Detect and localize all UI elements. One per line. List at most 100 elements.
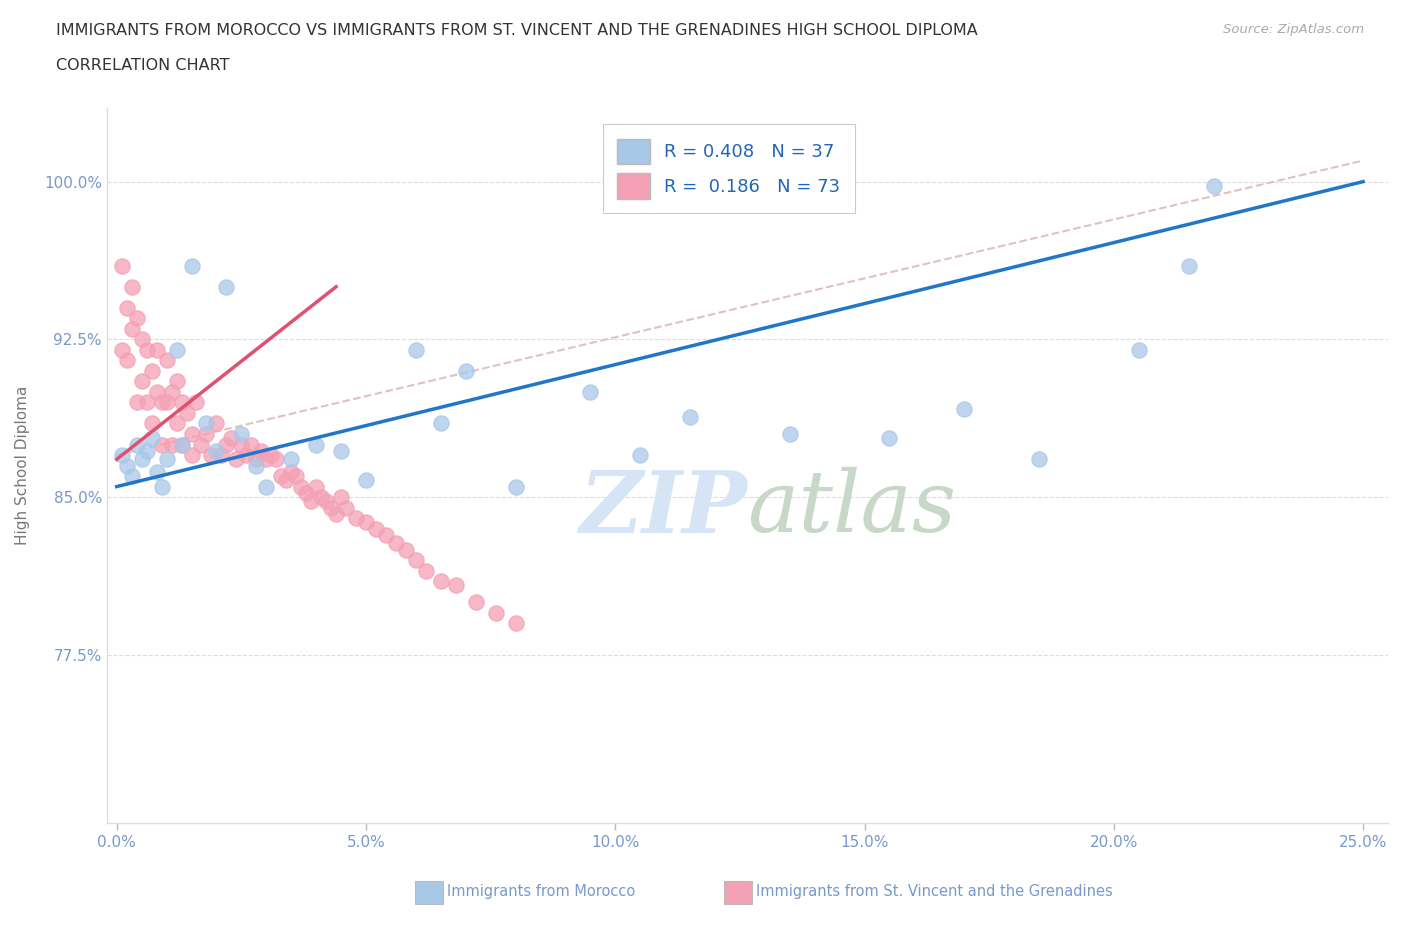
Point bbox=[295, 485, 318, 500]
Y-axis label: High School Diploma: High School Diploma bbox=[15, 386, 30, 545]
Point bbox=[464, 595, 486, 610]
Point bbox=[276, 472, 298, 487]
Point bbox=[205, 416, 228, 431]
Point bbox=[150, 395, 173, 410]
Point bbox=[579, 384, 602, 399]
Point bbox=[290, 479, 312, 494]
Point bbox=[200, 447, 222, 462]
Point bbox=[1202, 179, 1225, 193]
Point bbox=[135, 444, 157, 458]
Point bbox=[131, 374, 153, 389]
Point bbox=[485, 605, 508, 620]
Point bbox=[354, 515, 377, 530]
Point bbox=[231, 437, 253, 452]
Point bbox=[264, 452, 287, 467]
Point bbox=[505, 479, 527, 494]
Point bbox=[166, 342, 188, 357]
Point bbox=[135, 395, 157, 410]
Point bbox=[115, 300, 138, 315]
Point bbox=[679, 410, 702, 425]
Point bbox=[280, 464, 302, 479]
Point bbox=[1177, 259, 1199, 273]
Point bbox=[245, 458, 267, 473]
Point bbox=[209, 447, 232, 462]
Point bbox=[111, 342, 134, 357]
Point bbox=[186, 395, 208, 410]
Point bbox=[115, 458, 138, 473]
Point bbox=[254, 452, 277, 467]
Point bbox=[176, 405, 198, 420]
Point bbox=[215, 279, 238, 294]
Point bbox=[1128, 342, 1150, 357]
Point bbox=[155, 395, 177, 410]
Point bbox=[305, 437, 328, 452]
Point bbox=[335, 500, 357, 515]
Point bbox=[344, 511, 367, 525]
Text: Immigrants from St. Vincent and the Grenadines: Immigrants from St. Vincent and the Gren… bbox=[756, 884, 1114, 899]
Text: ZIP: ZIP bbox=[579, 467, 748, 551]
Point bbox=[121, 279, 143, 294]
Point bbox=[628, 447, 651, 462]
Point bbox=[330, 444, 353, 458]
Point bbox=[260, 447, 283, 462]
Point bbox=[215, 437, 238, 452]
Point bbox=[395, 542, 418, 557]
Point bbox=[305, 479, 328, 494]
Legend: R = 0.408   N = 37, R =  0.186   N = 73: R = 0.408 N = 37, R = 0.186 N = 73 bbox=[603, 125, 855, 213]
Point bbox=[170, 437, 193, 452]
Point bbox=[225, 452, 247, 467]
Point bbox=[180, 427, 202, 442]
Point bbox=[155, 353, 177, 368]
Point bbox=[135, 342, 157, 357]
Point bbox=[330, 490, 353, 505]
Point bbox=[145, 384, 167, 399]
Point bbox=[235, 447, 257, 462]
Point bbox=[250, 444, 273, 458]
Point bbox=[131, 452, 153, 467]
Point bbox=[429, 416, 451, 431]
Point bbox=[221, 431, 243, 445]
Point bbox=[429, 574, 451, 589]
Point bbox=[319, 500, 342, 515]
Point bbox=[111, 447, 134, 462]
Point bbox=[205, 444, 228, 458]
Point bbox=[111, 259, 134, 273]
Point bbox=[1028, 452, 1050, 467]
Point bbox=[444, 578, 467, 592]
Point bbox=[953, 402, 976, 417]
Text: Immigrants from Morocco: Immigrants from Morocco bbox=[447, 884, 636, 899]
Point bbox=[145, 342, 167, 357]
Point bbox=[270, 469, 292, 484]
Point bbox=[779, 427, 801, 442]
Point bbox=[374, 527, 396, 542]
Point bbox=[160, 384, 183, 399]
Point bbox=[125, 395, 148, 410]
Point bbox=[150, 479, 173, 494]
Point bbox=[141, 416, 163, 431]
Point bbox=[121, 322, 143, 337]
Point bbox=[240, 437, 263, 452]
Point bbox=[309, 490, 332, 505]
Point bbox=[364, 521, 387, 536]
Point bbox=[170, 437, 193, 452]
Point bbox=[155, 452, 177, 467]
Text: IMMIGRANTS FROM MOROCCO VS IMMIGRANTS FROM ST. VINCENT AND THE GRENADINES HIGH S: IMMIGRANTS FROM MOROCCO VS IMMIGRANTS FR… bbox=[56, 23, 979, 38]
Point bbox=[160, 437, 183, 452]
Point bbox=[180, 259, 202, 273]
Point bbox=[315, 494, 337, 509]
Point bbox=[195, 427, 218, 442]
Point bbox=[505, 616, 527, 631]
Point bbox=[150, 437, 173, 452]
Point bbox=[125, 437, 148, 452]
Point bbox=[231, 427, 253, 442]
Text: CORRELATION CHART: CORRELATION CHART bbox=[56, 58, 229, 73]
Text: Source: ZipAtlas.com: Source: ZipAtlas.com bbox=[1223, 23, 1364, 36]
Point bbox=[299, 494, 322, 509]
Point bbox=[166, 374, 188, 389]
Point bbox=[254, 479, 277, 494]
Point bbox=[131, 332, 153, 347]
Point bbox=[141, 364, 163, 379]
Point bbox=[125, 311, 148, 325]
Point bbox=[354, 472, 377, 487]
Point bbox=[166, 416, 188, 431]
